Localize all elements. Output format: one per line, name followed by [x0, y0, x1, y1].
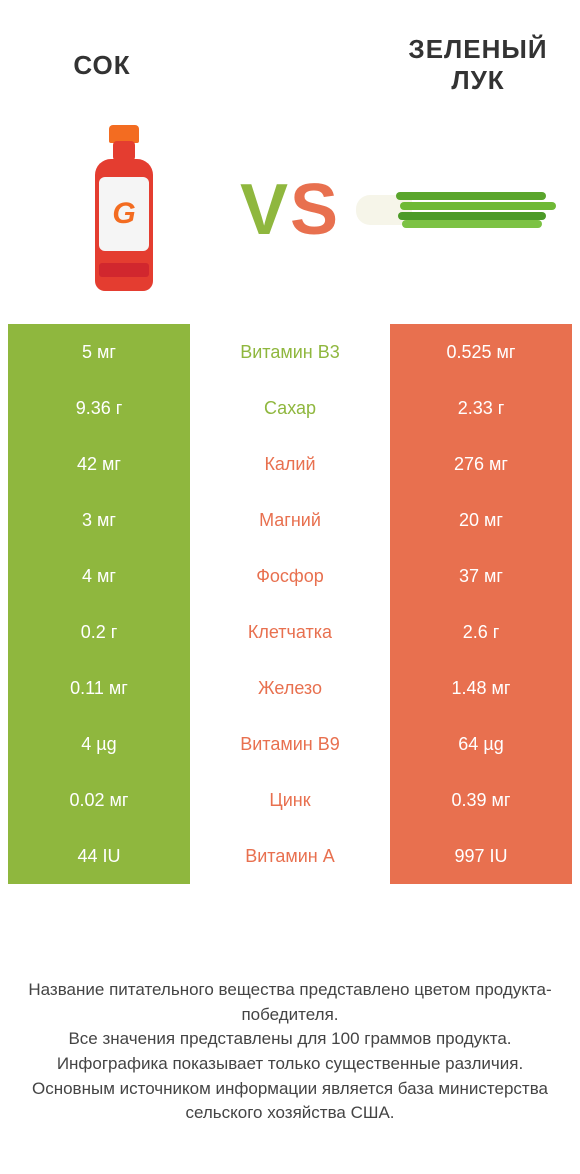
nutrient-table: 5 мгВитамин B30.525 мг9.36 гСахар2.33 г4…: [8, 324, 572, 884]
nutrient-name: Фосфор: [190, 548, 390, 604]
right-product-image: [340, 180, 572, 240]
right-value: 0.39 мг: [390, 772, 572, 828]
right-value: 37 мг: [390, 548, 572, 604]
left-value: 44 IU: [8, 828, 190, 884]
table-row: 4 мгФосфор37 мг: [8, 548, 572, 604]
table-row: 4 µgВитамин B964 µg: [8, 716, 572, 772]
green-onion-icon: [356, 180, 556, 240]
table-row: 3 мгМагний20 мг: [8, 492, 572, 548]
left-product-title: СОК: [8, 50, 196, 81]
right-value: 2.6 г: [390, 604, 572, 660]
footnote-line: Основным источником информации является …: [24, 1077, 556, 1126]
table-row: 9.36 гСахар2.33 г: [8, 380, 572, 436]
right-value: 997 IU: [390, 828, 572, 884]
left-value: 0.02 мг: [8, 772, 190, 828]
nutrient-name: Железо: [190, 660, 390, 716]
table-row: 5 мгВитамин B30.525 мг: [8, 324, 572, 380]
table-row: 0.02 мгЦинк0.39 мг: [8, 772, 572, 828]
gatorade-bottle-icon: G: [95, 125, 153, 295]
nutrient-name: Витамин B3: [190, 324, 390, 380]
left-value: 4 мг: [8, 548, 190, 604]
nutrient-name: Цинк: [190, 772, 390, 828]
right-value: 64 µg: [390, 716, 572, 772]
right-value: 276 мг: [390, 436, 572, 492]
nutrient-name: Витамин B9: [190, 716, 390, 772]
footnote-line: Название питательного вещества представл…: [24, 978, 556, 1027]
header: СОК ЗЕЛЕНЫЙ ЛУК: [8, 30, 572, 100]
nutrient-name: Сахар: [190, 380, 390, 436]
images-row: G VS: [8, 110, 572, 310]
left-value: 3 мг: [8, 492, 190, 548]
table-row: 0.11 мгЖелезо1.48 мг: [8, 660, 572, 716]
nutrient-name: Магний: [190, 492, 390, 548]
vs-label: VS: [240, 169, 340, 251]
table-row: 44 IUВитамин A997 IU: [8, 828, 572, 884]
left-value: 42 мг: [8, 436, 190, 492]
table-row: 42 мгКалий276 мг: [8, 436, 572, 492]
footnote-line: Все значения представлены для 100 граммо…: [24, 1027, 556, 1052]
nutrient-name: Калий: [190, 436, 390, 492]
left-value: 0.2 г: [8, 604, 190, 660]
footnote-line: Инфографика показывает только существенн…: [24, 1052, 556, 1077]
left-value: 5 мг: [8, 324, 190, 380]
left-value: 4 µg: [8, 716, 190, 772]
left-value: 0.11 мг: [8, 660, 190, 716]
table-row: 0.2 гКлетчатка2.6 г: [8, 604, 572, 660]
left-product-image: G: [8, 125, 240, 295]
right-value: 1.48 мг: [390, 660, 572, 716]
comparison-infographic: СОК ЗЕЛЕНЫЙ ЛУК G VS 5 мгВитамин B30.525…: [0, 0, 580, 1174]
right-product-title: ЗЕЛЕНЫЙ ЛУК: [384, 34, 572, 96]
right-value: 0.525 мг: [390, 324, 572, 380]
nutrient-name: Клетчатка: [190, 604, 390, 660]
left-value: 9.36 г: [8, 380, 190, 436]
nutrient-name: Витамин A: [190, 828, 390, 884]
footnote: Название питательного вещества представл…: [0, 978, 580, 1126]
right-value: 20 мг: [390, 492, 572, 548]
right-value: 2.33 г: [390, 380, 572, 436]
